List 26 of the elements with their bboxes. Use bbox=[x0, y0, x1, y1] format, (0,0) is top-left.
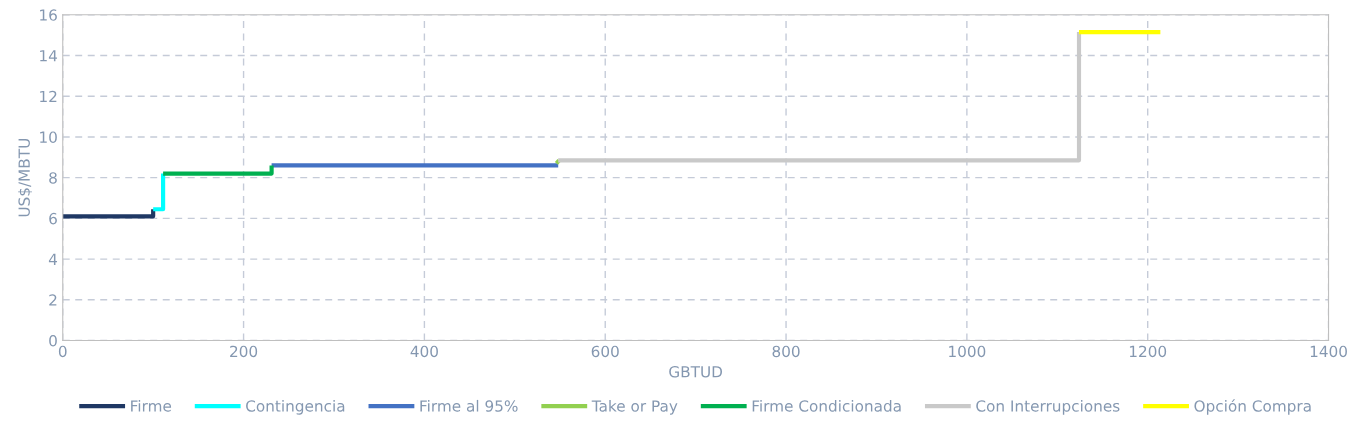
y-tick-label: 16 bbox=[40, 9, 57, 21]
x-tick-label: 600 bbox=[591, 345, 619, 358]
legend-label: Opción Compra bbox=[1194, 399, 1311, 415]
y-tick-label: 4 bbox=[48, 253, 58, 265]
legend-label: Firme al 95% bbox=[420, 399, 518, 412]
y-tick-label: 2 bbox=[49, 294, 57, 306]
x-tick-label: 1400 bbox=[1310, 345, 1347, 358]
y-tick-label: 0 bbox=[49, 334, 57, 347]
legend-label: Con Interrupciones bbox=[976, 399, 1120, 415]
x-tick-label: 400 bbox=[410, 345, 438, 358]
x-tick-label: 800 bbox=[772, 345, 800, 358]
y-tick-label: 6 bbox=[49, 212, 57, 225]
x-tick-label: 1000 bbox=[949, 345, 986, 358]
x-tick-label: 200 bbox=[230, 345, 258, 358]
legend-label: Firme Condicionada bbox=[752, 399, 901, 412]
legend-label: Take or Pay bbox=[591, 399, 678, 415]
legend-label: Firme bbox=[131, 399, 172, 412]
y-tick-label: 12 bbox=[40, 90, 57, 103]
x-tick-label: 0 bbox=[58, 345, 67, 358]
y-tick-label: 14 bbox=[40, 50, 58, 62]
x-tick-label: 1200 bbox=[1129, 345, 1167, 358]
y-tick-label: 8 bbox=[49, 172, 57, 184]
legend-label: Contingencia bbox=[246, 399, 345, 415]
y-tick-label: 10 bbox=[40, 131, 57, 143]
y-axis-title: US$/MBTU bbox=[18, 139, 32, 217]
x-axis-title: GBTUD bbox=[669, 365, 723, 378]
